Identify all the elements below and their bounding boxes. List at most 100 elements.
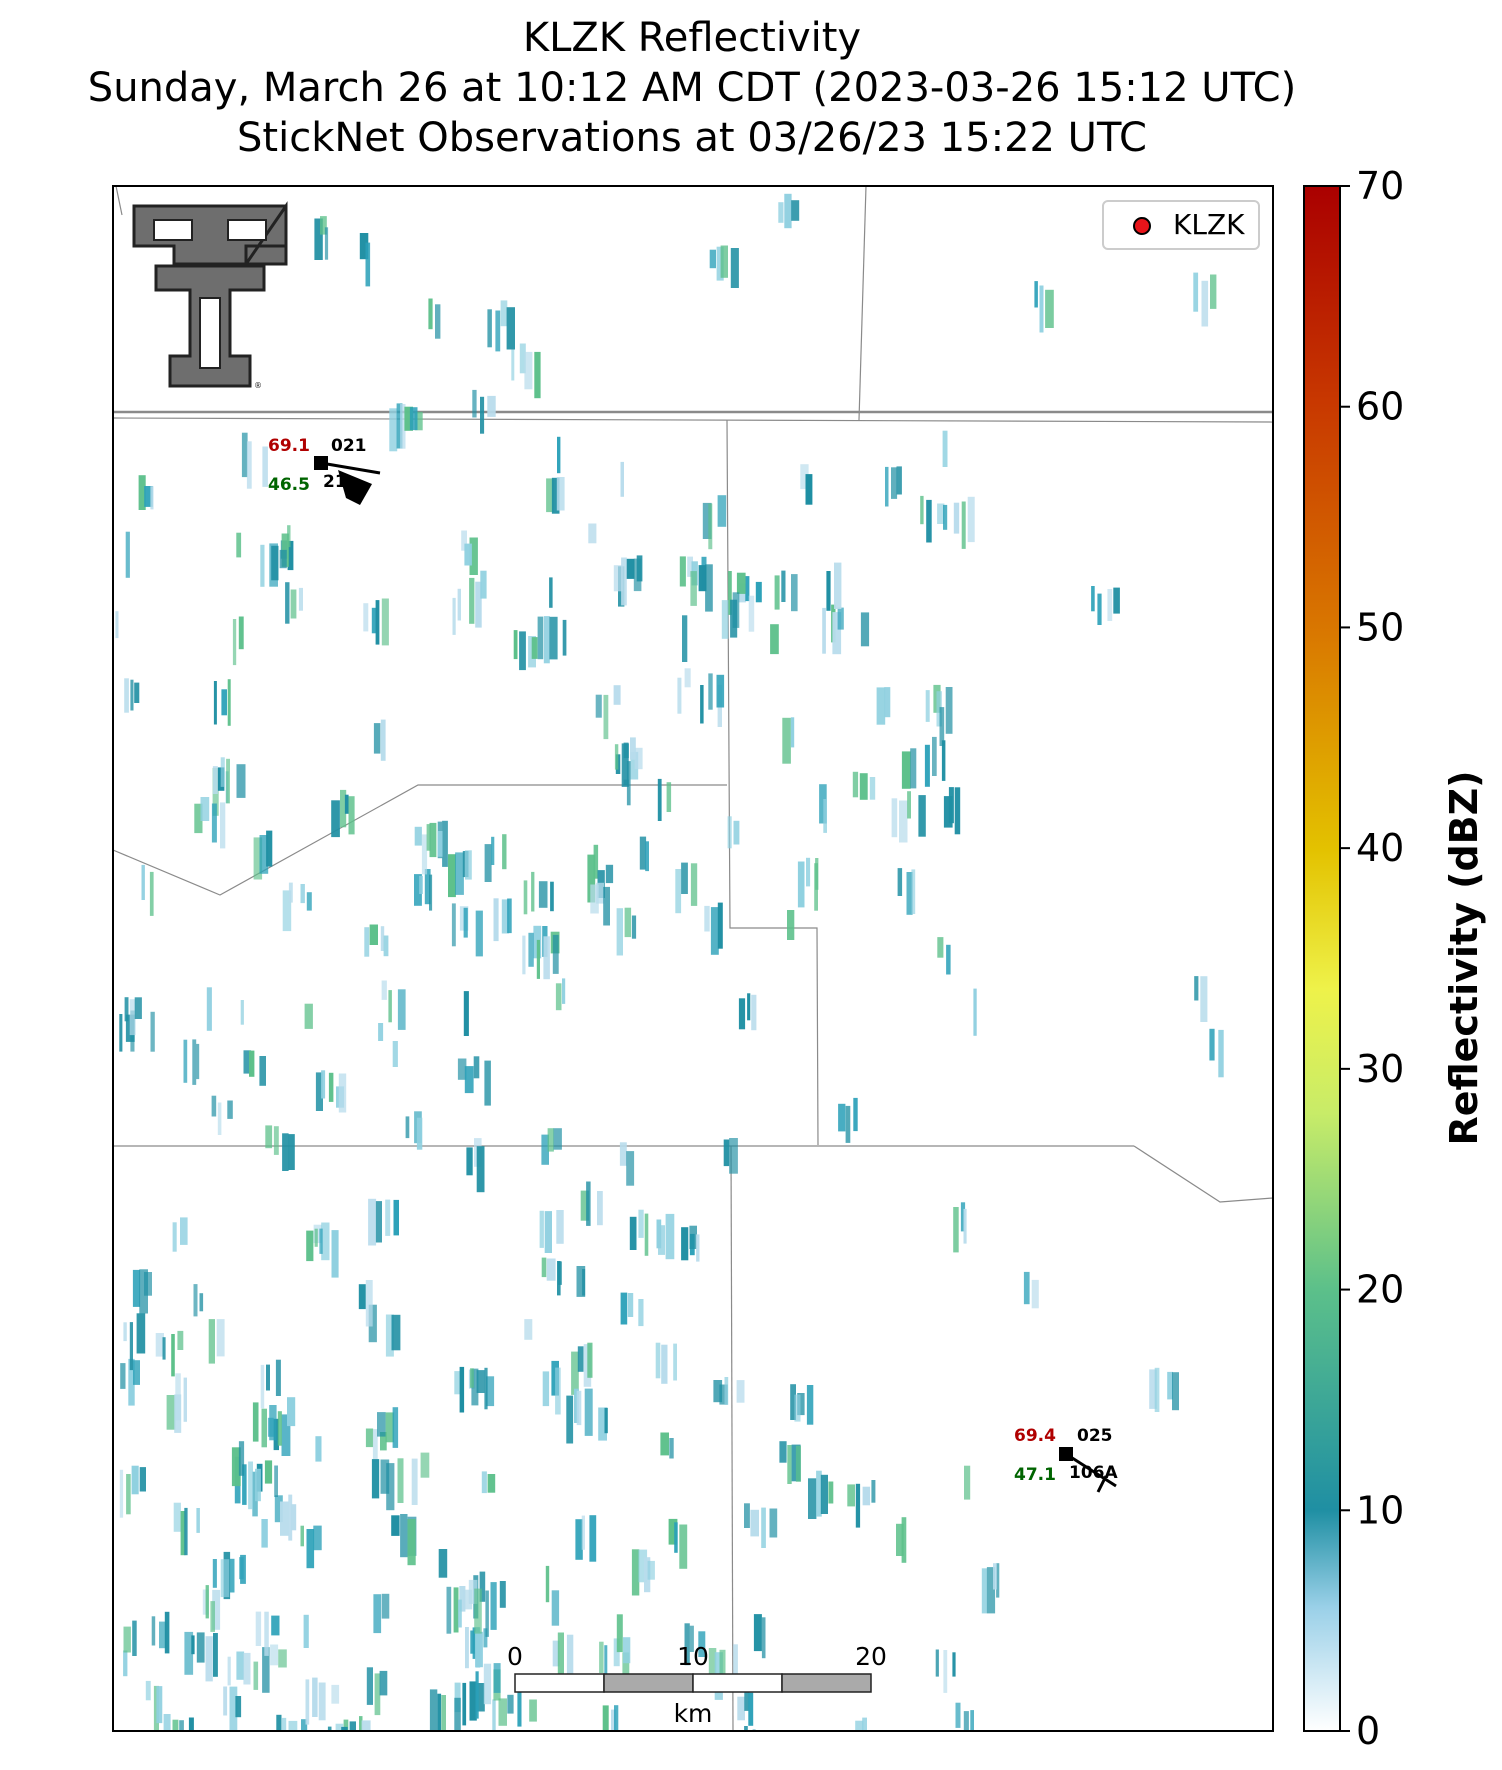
echo-streak xyxy=(550,881,554,912)
echo-streak xyxy=(698,1631,706,1657)
echo-streak xyxy=(290,1504,297,1531)
echo-streak xyxy=(282,1133,289,1171)
echo-streak xyxy=(468,1579,478,1604)
echo-streak xyxy=(320,216,327,235)
echo-streak xyxy=(151,1616,156,1646)
echo-streak xyxy=(679,556,686,587)
echo-streak xyxy=(163,1714,171,1731)
echo-streak xyxy=(220,802,226,849)
echo-streak xyxy=(885,466,889,507)
echo-streak xyxy=(549,577,553,608)
echo-streak xyxy=(487,309,492,348)
echo-streak xyxy=(596,882,604,904)
echo-streak xyxy=(952,1652,956,1677)
echo-streak xyxy=(597,1191,603,1226)
echo-streak xyxy=(457,588,461,621)
echo-streak xyxy=(744,1726,748,1731)
echo-streak xyxy=(546,478,554,513)
echo-streak xyxy=(1154,1367,1160,1412)
echo-streak xyxy=(475,910,483,957)
echo-streak xyxy=(566,1634,574,1681)
echo-streak xyxy=(787,910,795,940)
echo-streak xyxy=(1172,1372,1179,1411)
echo-streak xyxy=(932,736,937,776)
echo-streak xyxy=(236,764,246,798)
echo-streak xyxy=(212,1589,221,1630)
echo-streak xyxy=(465,1627,469,1669)
echo-streak xyxy=(340,789,347,828)
echo-streak xyxy=(986,1567,996,1614)
echo-streak xyxy=(614,744,619,770)
echo-streak xyxy=(806,1385,814,1425)
echo-streak xyxy=(537,616,544,660)
echo-streak xyxy=(501,899,510,934)
echo-streak xyxy=(469,537,478,575)
echo-streak xyxy=(546,1258,556,1281)
echo-streak xyxy=(365,242,371,287)
echo-streak xyxy=(590,884,599,914)
echo-streak xyxy=(414,826,422,846)
echo-streak xyxy=(312,1677,318,1717)
echo-streak xyxy=(973,988,977,1036)
echo-streak xyxy=(159,1621,167,1649)
echo-streak xyxy=(383,935,389,957)
echo-streak xyxy=(1091,586,1095,612)
echo-streak xyxy=(1193,272,1199,312)
echo-streak xyxy=(611,1709,617,1731)
echo-streak xyxy=(690,863,698,906)
echo-streak xyxy=(119,1469,124,1518)
echo-streak xyxy=(179,1720,184,1731)
echo-streak xyxy=(150,1011,155,1052)
echo-streak xyxy=(404,406,413,431)
echo-streak xyxy=(660,1432,669,1456)
echo-streak xyxy=(123,1322,127,1342)
echo-streak xyxy=(862,1717,867,1731)
scale-label-20: 20 xyxy=(855,1642,887,1671)
echo-streak xyxy=(393,1199,399,1236)
echo-streak xyxy=(171,1334,175,1377)
echo-streak xyxy=(682,615,688,662)
echo-streak xyxy=(279,549,287,569)
colorbar-gradient xyxy=(1303,185,1341,1732)
echo-streak xyxy=(551,1590,560,1626)
station-025: 69.4 025 47.1 106A xyxy=(1014,1426,1118,1493)
echo-streak xyxy=(426,824,431,851)
echo-streak xyxy=(499,1581,506,1608)
echo-streak xyxy=(164,1611,170,1654)
echo-streak xyxy=(696,1234,700,1262)
echo-streak xyxy=(385,1314,394,1357)
echo-streak xyxy=(391,1515,400,1536)
echo-streak xyxy=(474,1588,482,1634)
echo-streak xyxy=(373,723,381,754)
echo-streak xyxy=(684,1623,690,1666)
station-021-dewpoint: 46.5 xyxy=(268,475,310,495)
echo-streak xyxy=(241,432,248,478)
echo-streak xyxy=(728,571,732,615)
echo-streak xyxy=(348,796,355,835)
echo-streak xyxy=(679,1524,688,1569)
echo-streak xyxy=(373,1594,382,1634)
echo-streak xyxy=(242,1464,247,1505)
echo-streak xyxy=(429,1689,438,1731)
echo-streak xyxy=(238,616,244,650)
echo-streak xyxy=(638,1209,644,1238)
echo-streak xyxy=(507,898,512,934)
echo-streak xyxy=(144,486,153,507)
double-t-logo: ® xyxy=(132,201,288,390)
echo-streak xyxy=(306,892,312,911)
echo-streak xyxy=(123,1626,131,1653)
echo-streak xyxy=(619,1142,627,1166)
echo-streak xyxy=(871,1480,876,1503)
echo-streak xyxy=(705,564,713,612)
echo-streak xyxy=(264,1611,269,1656)
echo-streak xyxy=(795,1445,801,1482)
echo-streak xyxy=(453,1587,459,1633)
legend: KLZK xyxy=(1102,200,1260,250)
echo-streak xyxy=(681,1227,689,1261)
echo-streak xyxy=(235,1696,242,1718)
echo-streak xyxy=(487,395,496,417)
echo-streak xyxy=(553,1128,562,1150)
echo-streak xyxy=(613,565,623,592)
echo-streak xyxy=(429,822,437,858)
echo-streak xyxy=(911,869,916,914)
